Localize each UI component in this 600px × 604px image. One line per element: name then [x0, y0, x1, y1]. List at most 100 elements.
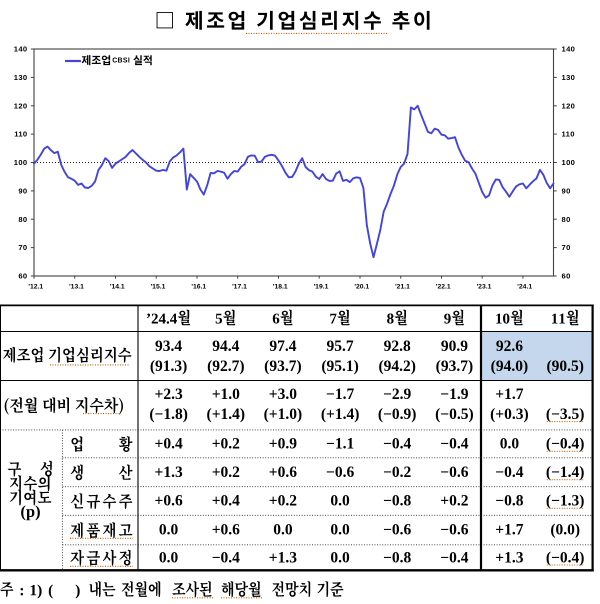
svg-text:+1.3: +1.3 [154, 464, 182, 481]
svg-text:−0.4: −0.4 [212, 549, 240, 566]
svg-text:(+1.0): (+1.0) [264, 406, 303, 423]
svg-text:110: 110 [562, 130, 575, 139]
svg-text:93.4: 93.4 [155, 338, 182, 355]
svg-text:80: 80 [562, 215, 571, 224]
svg-text:'20.1: '20.1 [354, 283, 369, 290]
svg-text:+0.6: +0.6 [154, 493, 182, 510]
svg-text:(−1.4): (−1.4) [546, 464, 585, 481]
svg-text:(0.0): (0.0) [550, 522, 580, 539]
svg-text:−0.4: −0.4 [440, 436, 468, 453]
svg-text:+0.2: +0.2 [269, 493, 297, 510]
svg-text:60: 60 [18, 272, 27, 281]
svg-text:+1.0: +1.0 [212, 386, 240, 403]
svg-text:+0.4: +0.4 [212, 493, 240, 510]
svg-text:0.0: 0.0 [330, 522, 350, 539]
svg-text:'19.1: '19.1 [314, 283, 329, 290]
svg-text:(90.5): (90.5) [546, 358, 583, 375]
svg-text:+0.4: +0.4 [154, 436, 182, 453]
svg-text:(−0.5): (−0.5) [435, 406, 474, 423]
svg-text:(+1.4): (+1.4) [207, 406, 246, 423]
svg-text:'14.1: '14.1 [110, 283, 125, 290]
svg-text:(92.7): (92.7) [207, 358, 244, 375]
svg-text:(−1.3): (−1.3) [546, 493, 585, 510]
svg-text:110: 110 [14, 130, 27, 139]
svg-text:(+1.4): (+1.4) [321, 406, 360, 423]
svg-text:−2.9: −2.9 [383, 386, 411, 403]
svg-text:70: 70 [18, 243, 27, 252]
svg-text:(91.3): (91.3) [150, 358, 187, 375]
svg-text:(−3.5): (−3.5) [546, 406, 585, 423]
svg-text:(94.0): (94.0) [491, 358, 528, 375]
svg-text:(−0.4): (−0.4) [546, 436, 585, 453]
svg-text:+0.2: +0.2 [440, 493, 468, 510]
svg-text:'23.1: '23.1 [477, 283, 492, 290]
svg-text:'21.1: '21.1 [395, 283, 410, 290]
svg-text:130: 130 [14, 73, 28, 82]
svg-text:'13.1: '13.1 [69, 283, 84, 290]
svg-text:140: 140 [14, 45, 28, 54]
svg-text:−0.4: −0.4 [495, 464, 523, 481]
svg-text:0.0: 0.0 [159, 522, 179, 539]
svg-text:+0.6: +0.6 [269, 464, 297, 481]
svg-text:'18.1: '18.1 [273, 283, 288, 290]
svg-text:+0.6: +0.6 [212, 522, 240, 539]
svg-text:90.9: 90.9 [441, 338, 468, 355]
svg-text:0.0: 0.0 [500, 436, 520, 453]
svg-text:+1.7: +1.7 [495, 522, 523, 539]
svg-text:−0.6: −0.6 [326, 464, 354, 481]
svg-text:'16.1: '16.1 [191, 283, 206, 290]
svg-text:'15.1: '15.1 [151, 283, 166, 290]
svg-text:0.0: 0.0 [273, 522, 293, 539]
svg-text:'24.1: '24.1 [517, 283, 532, 290]
svg-text:+0.9: +0.9 [269, 436, 297, 453]
svg-text:−1.1: −1.1 [326, 436, 354, 453]
svg-text:−0.6: −0.6 [440, 464, 468, 481]
svg-text:−0.2: −0.2 [383, 464, 411, 481]
svg-text:80: 80 [18, 215, 27, 224]
svg-text:90: 90 [18, 187, 27, 196]
svg-text:0.0: 0.0 [159, 549, 179, 566]
svg-text:−0.4: −0.4 [440, 549, 468, 566]
svg-text:−0.8: −0.8 [383, 493, 411, 510]
svg-text:−0.8: −0.8 [495, 493, 523, 510]
svg-text:−0.8: −0.8 [383, 549, 411, 566]
svg-text:'12.1: '12.1 [28, 283, 43, 290]
svg-text:0.0: 0.0 [330, 549, 350, 566]
svg-text:−0.4: −0.4 [383, 436, 411, 453]
svg-text:+2.3: +2.3 [154, 386, 182, 403]
svg-text:CBSI: CBSI [112, 58, 130, 65]
svg-text:+1.3: +1.3 [495, 549, 523, 566]
svg-text:120: 120 [14, 101, 28, 110]
svg-text:(−0.9): (−0.9) [378, 406, 417, 423]
svg-text:+0.2: +0.2 [212, 464, 240, 481]
svg-text:'17.1: '17.1 [232, 283, 247, 290]
svg-text:140: 140 [562, 45, 576, 54]
svg-text:100: 100 [562, 158, 576, 167]
svg-text:100: 100 [14, 158, 28, 167]
svg-text:130: 130 [562, 73, 576, 82]
svg-text:+1.7: +1.7 [495, 386, 523, 403]
svg-text:(93.7): (93.7) [436, 358, 473, 375]
svg-text:(−0.4): (−0.4) [546, 549, 585, 566]
svg-text:70: 70 [562, 243, 571, 252]
svg-text:−0.6: −0.6 [440, 522, 468, 539]
svg-text:(95.1): (95.1) [321, 358, 358, 375]
svg-text:+3.0: +3.0 [269, 386, 297, 403]
svg-text:92.8: 92.8 [384, 338, 411, 355]
svg-text:−0.6: −0.6 [383, 522, 411, 539]
svg-text:(93.7): (93.7) [264, 358, 301, 375]
svg-text:−1.7: −1.7 [326, 386, 354, 403]
svg-text:(−1.8): (−1.8) [149, 406, 188, 423]
svg-text:97.4: 97.4 [269, 338, 296, 355]
svg-text:+1.3: +1.3 [269, 549, 297, 566]
svg-text:94.4: 94.4 [212, 338, 239, 355]
svg-text:60: 60 [562, 272, 571, 281]
svg-text:0.0: 0.0 [330, 493, 350, 510]
svg-text:(+0.3): (+0.3) [490, 406, 529, 423]
svg-text:92.6: 92.6 [496, 338, 523, 355]
svg-text:(94.2): (94.2) [378, 358, 415, 375]
svg-text:+0.2: +0.2 [212, 436, 240, 453]
svg-text:90: 90 [562, 187, 571, 196]
svg-text:−1.9: −1.9 [440, 386, 468, 403]
svg-text:120: 120 [562, 101, 576, 110]
